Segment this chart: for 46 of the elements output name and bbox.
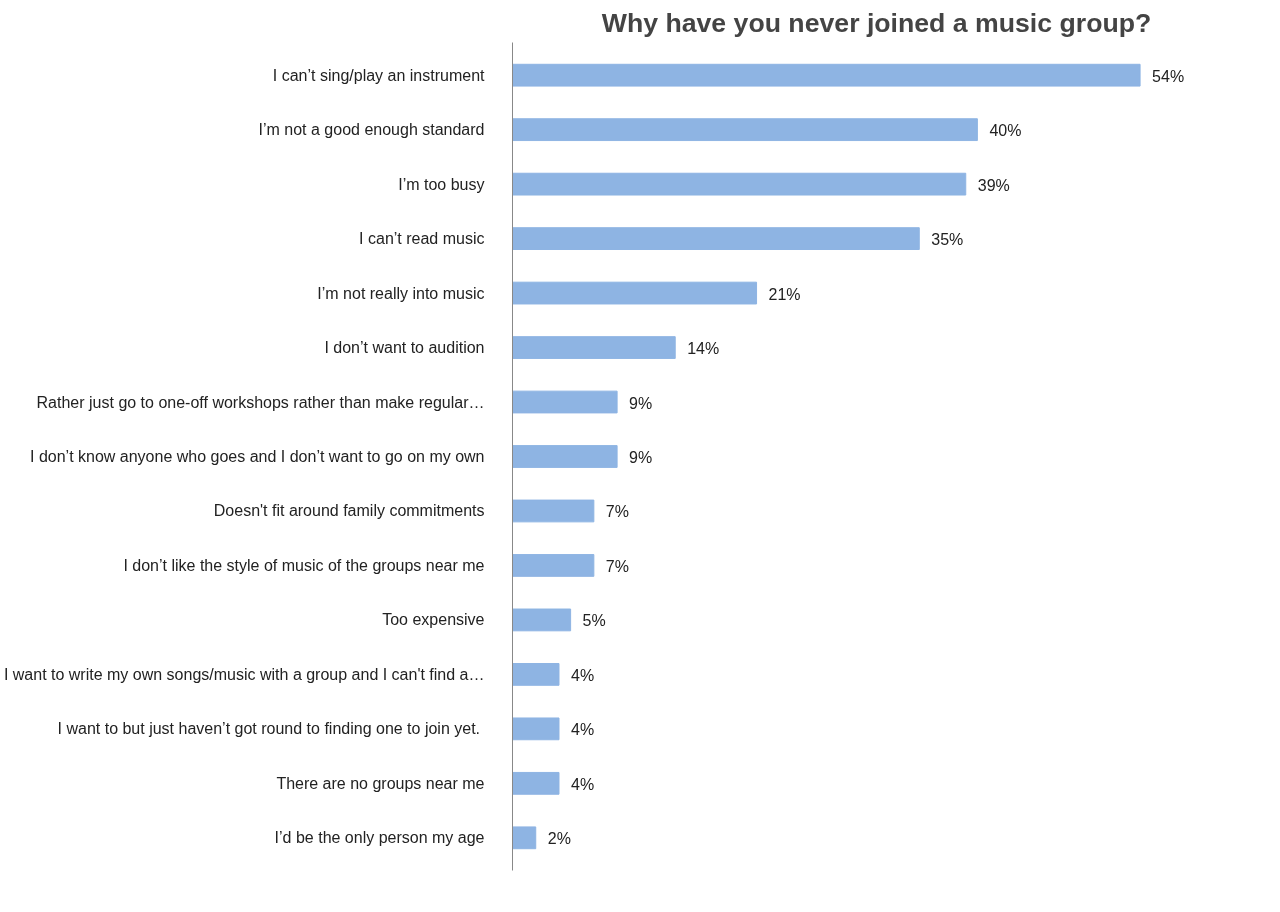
y-tick-label: Rather just go to one-off workshops rather than make regular… xyxy=(36,393,485,411)
y-tick-label: Doesn't fit around family commitments xyxy=(213,502,485,520)
data-label: 4% xyxy=(570,721,595,739)
y-tick-label: I don’t know anyone who goes and I don’t want to go on my own xyxy=(29,448,485,465)
data-label: 4% xyxy=(570,666,595,684)
data-label: 39% xyxy=(977,176,1010,194)
bar xyxy=(512,445,618,468)
y-tick-label: I don’t want to audition xyxy=(324,339,485,357)
bar xyxy=(512,717,560,741)
y-tick-label: There are no groups near me xyxy=(276,774,485,792)
data-label: 54% xyxy=(1152,67,1185,85)
y-tick-label: I’m not a good enough standard xyxy=(258,121,485,139)
y-tick-label: I want to write my own songs/music with a group and I can't find a… xyxy=(3,665,485,683)
data-label: 14% xyxy=(687,340,720,358)
bar xyxy=(512,281,758,305)
bar xyxy=(512,554,595,577)
data-label: 35% xyxy=(931,231,964,249)
bar xyxy=(512,172,967,196)
bar xyxy=(512,390,618,414)
data-label: 21% xyxy=(768,285,801,303)
bar xyxy=(512,118,978,142)
bar xyxy=(512,227,920,250)
chart-title: Why have you never joined a music group? xyxy=(601,7,1152,38)
y-tick-label: I’m too busy xyxy=(398,175,485,193)
y-tick-label: I’d be the only person my age xyxy=(274,829,485,847)
data-label: 7% xyxy=(605,557,629,575)
y-tick-label: Too expensive xyxy=(382,611,485,629)
bar xyxy=(512,608,572,632)
bar xyxy=(512,336,676,359)
bar xyxy=(512,771,560,795)
y-tick-label: I’m not really into music xyxy=(317,284,485,302)
data-label: 5% xyxy=(582,612,606,630)
data-label: 9% xyxy=(629,449,653,466)
data-label: 7% xyxy=(605,503,629,521)
y-tick-label: I don’t like the style of music of the groups near me xyxy=(123,556,485,574)
bar xyxy=(512,663,560,686)
y-tick-label: I want to but just haven’t got round to finding one to join yet. xyxy=(57,720,481,738)
y-tick-label: I can’t read music xyxy=(359,230,485,248)
data-label: 2% xyxy=(547,830,571,848)
bar xyxy=(512,826,537,850)
bar xyxy=(512,499,595,523)
data-label: 40% xyxy=(989,122,1022,140)
data-label: 9% xyxy=(629,394,653,412)
data-label: 4% xyxy=(570,775,595,793)
bar xyxy=(512,63,1141,87)
y-tick-label: I can’t sing/play an instrument xyxy=(272,66,486,84)
